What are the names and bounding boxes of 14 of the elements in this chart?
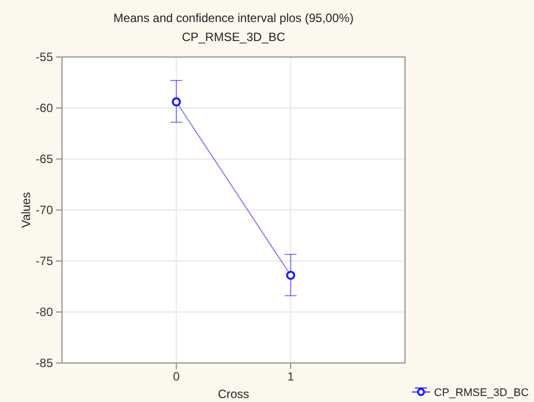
y-axis-title: Values [19, 192, 33, 228]
chart-subtitle: CP_RMSE_3D_BC [182, 30, 286, 44]
y-tick-label: -70 [36, 202, 54, 217]
y-tick-label: -80 [36, 304, 54, 319]
x-axis-title: Cross [218, 387, 250, 401]
y-tick-label: -75 [36, 254, 54, 268]
y-tick-label: -65 [36, 152, 54, 166]
y-tick-label: -85 [36, 356, 54, 370]
y-tick-label: -55 [36, 50, 54, 64]
chart-title: Means and confidence interval plos (95,00%) [113, 11, 354, 25]
x-tick-label: 0 [172, 370, 180, 384]
legend-label: CP_RMSE_3D_BC [434, 387, 529, 399]
y-tick-label: -60 [36, 100, 54, 115]
x-tick-label: 1 [287, 370, 294, 384]
